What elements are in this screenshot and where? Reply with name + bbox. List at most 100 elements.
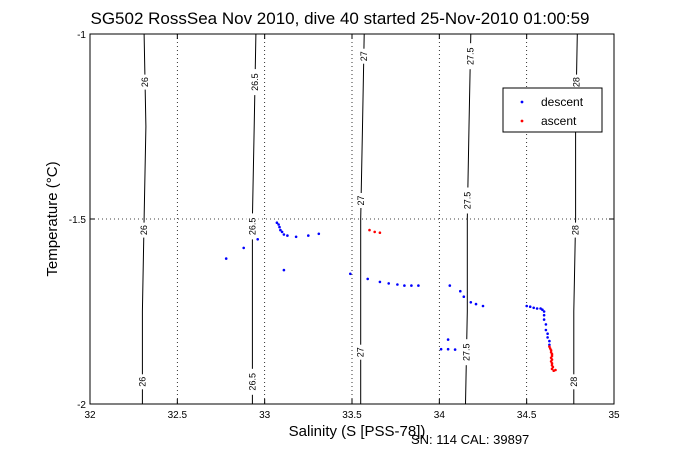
contour-label-bg — [464, 43, 477, 70]
contour-label: 26 — [137, 377, 147, 387]
density-contours: 26 26 26 26.5 26.5 26.5 27 27 27 27.5 27.5 27.5 28 28… — [136, 33, 583, 405]
legend-label-descent: descent — [541, 95, 584, 109]
descent-point — [396, 283, 399, 286]
legend-box — [502, 87, 603, 133]
contour-label-bg — [246, 213, 259, 240]
legend-label-ascent: ascent — [541, 114, 577, 128]
contour-label-bg — [139, 74, 152, 90]
x-axis-label: Salinity (S [PSS-78]) — [289, 423, 426, 440]
ascent-point — [550, 352, 554, 356]
descent-point — [317, 232, 321, 236]
descent-point — [546, 332, 549, 336]
y-tick-label: -1 — [77, 30, 86, 41]
y-tick-label: -1.5 — [69, 215, 87, 226]
descent-point — [542, 313, 546, 317]
contour-label-bg — [249, 69, 262, 96]
legend-marker-ascent — [520, 119, 524, 123]
descent-point — [542, 310, 546, 313]
descent-point — [459, 289, 462, 293]
descent-point — [474, 302, 478, 306]
descent-point — [446, 347, 450, 351]
descent-point — [378, 280, 382, 284]
descent-point — [256, 238, 260, 241]
contour-label: 26 — [139, 225, 149, 235]
descent-point — [439, 347, 443, 351]
descent-point — [448, 284, 452, 287]
descent-point — [453, 348, 457, 351]
descent-point — [410, 284, 413, 287]
descent-point — [462, 295, 466, 299]
contour-label-bg — [569, 222, 582, 238]
descent-point — [469, 301, 473, 304]
ascent-point — [550, 362, 554, 365]
descent-point — [544, 328, 548, 332]
descent-point — [417, 284, 420, 287]
descent-point — [279, 228, 282, 232]
x-tick-label: 34 — [434, 410, 446, 421]
legend: descent ascent — [502, 87, 603, 133]
descent-point — [286, 234, 289, 237]
x-tick-label: 34.5 — [517, 410, 537, 421]
descent-point — [282, 268, 286, 272]
descent-point — [528, 305, 532, 309]
descent-point — [242, 246, 245, 250]
contour-label: 26.5 — [250, 73, 260, 91]
contour-label: 28 — [570, 225, 580, 235]
contour-label-bg — [246, 368, 259, 395]
descent-point — [546, 336, 549, 339]
descent-point — [403, 284, 406, 287]
density-contour-line — [141, 33, 147, 404]
x-tick-label: 33.5 — [342, 410, 362, 421]
contour-label-bg — [570, 74, 583, 90]
descent-point — [307, 234, 310, 237]
descent-point — [278, 225, 281, 229]
contour-label: 28 — [571, 77, 581, 87]
contour-label-bg — [460, 339, 473, 366]
ascent-point — [550, 367, 554, 371]
serial-calibration-text: SN: 114 CAL: 39897 — [411, 432, 529, 447]
descent-point — [535, 307, 539, 310]
descent-point — [542, 318, 546, 321]
contour-label: 26.5 — [247, 218, 257, 236]
contour-label-bg — [357, 48, 370, 64]
x-tick-label: 32 — [84, 410, 96, 421]
contour-label-bg — [567, 374, 580, 390]
data-points — [224, 221, 557, 373]
ascent-point — [373, 230, 377, 234]
descent-point — [481, 304, 485, 308]
contour-label-bg — [355, 193, 368, 208]
descent-point — [366, 277, 370, 281]
contour-label: 27.5 — [465, 47, 475, 65]
descent-point — [282, 233, 286, 236]
contour-label-bg — [354, 344, 367, 360]
legend-marker-descent — [520, 100, 524, 104]
contour-label: 26.5 — [247, 373, 257, 391]
descent-point — [224, 257, 228, 260]
density-contour-line — [360, 33, 365, 404]
ascent-point — [378, 231, 382, 234]
contour-label: 27 — [356, 347, 366, 357]
contour-label: 27.5 — [463, 192, 473, 210]
ascent-point — [554, 368, 557, 372]
contour-label: 26 — [140, 77, 150, 87]
contour-label-bg — [136, 374, 149, 390]
x-tick-label: 33 — [259, 410, 271, 421]
descent-point — [294, 235, 298, 239]
descent-point — [446, 338, 450, 341]
contour-label: 27 — [356, 195, 366, 205]
descent-point — [277, 223, 280, 226]
contour-label-bg — [461, 187, 474, 214]
descent-point — [525, 304, 528, 308]
contour-label: 27.5 — [462, 343, 472, 361]
descent-point — [275, 221, 279, 224]
y-axis-label: Temperature (°C) — [44, 161, 61, 276]
x-tick-label: 32.5 — [168, 410, 188, 421]
descent-point — [548, 343, 551, 347]
y-axis-ticks: -2 -1.5 -1 — [69, 30, 614, 411]
ascent-point — [368, 228, 371, 232]
contour-label: 27 — [359, 51, 369, 61]
y-tick-label: -2 — [77, 400, 86, 411]
ascent-point — [549, 349, 553, 352]
grid-lines — [90, 34, 614, 404]
